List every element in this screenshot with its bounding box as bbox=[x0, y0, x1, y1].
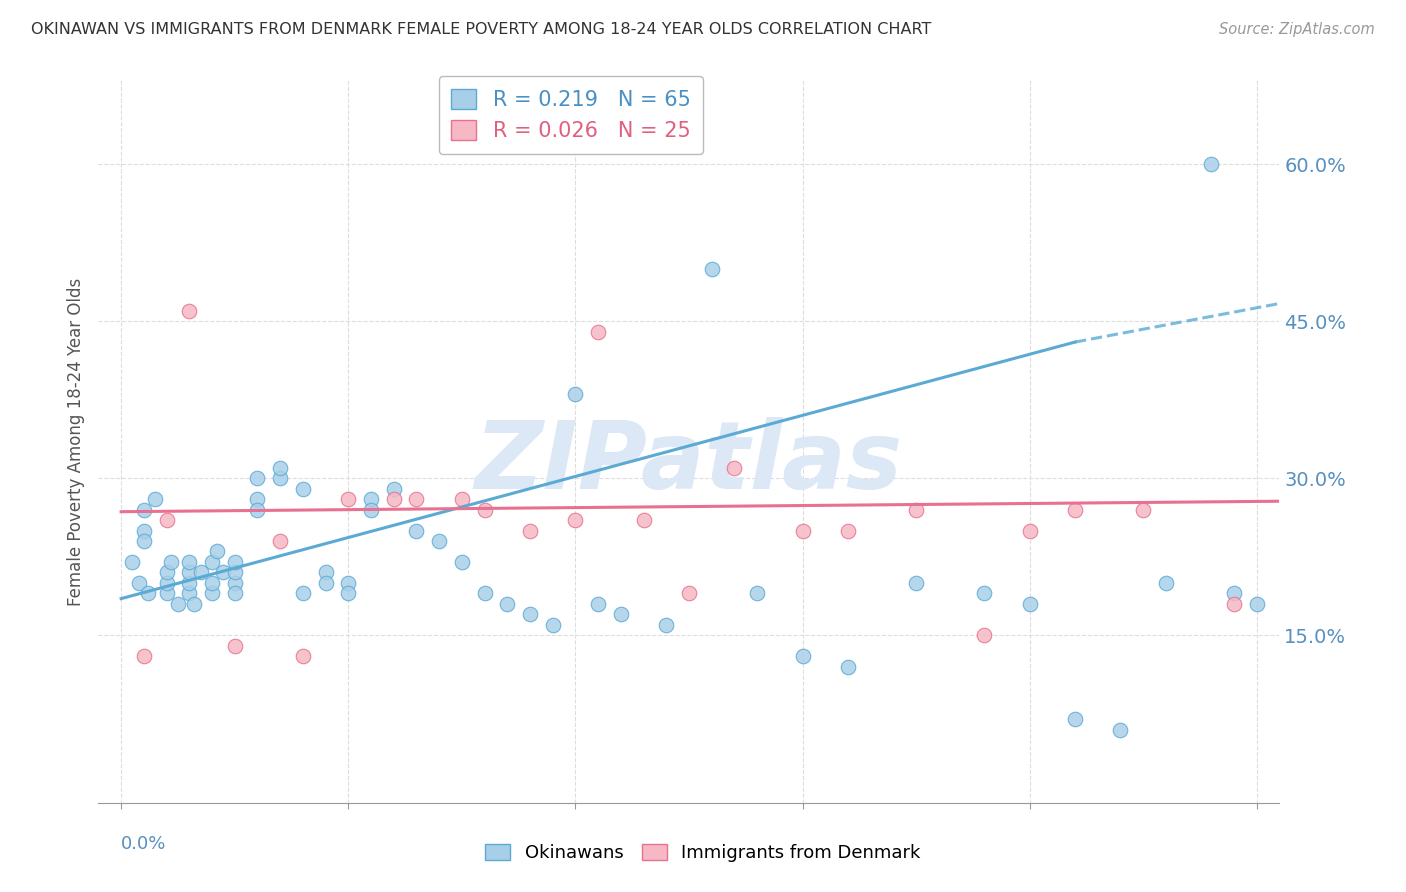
Point bbox=[190, 566, 212, 580]
Point bbox=[246, 502, 269, 516]
Point bbox=[519, 524, 541, 538]
Point bbox=[837, 524, 859, 538]
Point bbox=[973, 586, 995, 600]
Point bbox=[1109, 723, 1132, 737]
Point bbox=[1064, 712, 1087, 726]
Point bbox=[224, 639, 246, 653]
Point bbox=[678, 586, 700, 600]
Text: Source: ZipAtlas.com: Source: ZipAtlas.com bbox=[1219, 22, 1375, 37]
Point bbox=[291, 482, 314, 496]
Point bbox=[382, 492, 405, 507]
Point bbox=[269, 471, 291, 485]
Point bbox=[1154, 575, 1177, 590]
Point bbox=[973, 628, 995, 642]
Point bbox=[1018, 597, 1040, 611]
Point bbox=[179, 555, 201, 569]
Point bbox=[360, 502, 382, 516]
Text: ZIPatlas: ZIPatlas bbox=[475, 417, 903, 509]
Point bbox=[143, 492, 166, 507]
Point bbox=[610, 607, 633, 622]
Point bbox=[496, 597, 519, 611]
Point bbox=[201, 586, 224, 600]
Point bbox=[474, 502, 496, 516]
Point bbox=[224, 575, 246, 590]
Point bbox=[382, 482, 405, 496]
Point bbox=[337, 492, 360, 507]
Point bbox=[405, 524, 427, 538]
Point bbox=[315, 575, 337, 590]
Point bbox=[315, 566, 337, 580]
Point bbox=[224, 555, 246, 569]
Point bbox=[427, 534, 450, 549]
Point bbox=[201, 555, 224, 569]
Point bbox=[138, 586, 160, 600]
Legend: R = 0.219   N = 65, R = 0.026   N = 25: R = 0.219 N = 65, R = 0.026 N = 25 bbox=[439, 76, 703, 153]
Point bbox=[179, 575, 201, 590]
Point bbox=[1064, 502, 1087, 516]
Point bbox=[474, 586, 496, 600]
Point bbox=[132, 649, 155, 664]
Point bbox=[1018, 524, 1040, 538]
Point bbox=[155, 566, 177, 580]
Point bbox=[179, 566, 201, 580]
Point bbox=[246, 471, 269, 485]
Point bbox=[564, 387, 586, 401]
Point bbox=[586, 325, 609, 339]
Point bbox=[337, 575, 360, 590]
Point bbox=[905, 502, 928, 516]
Point bbox=[155, 586, 177, 600]
Point bbox=[405, 492, 427, 507]
Point bbox=[655, 617, 678, 632]
Text: OKINAWAN VS IMMIGRANTS FROM DENMARK FEMALE POVERTY AMONG 18-24 YEAR OLDS CORRELA: OKINAWAN VS IMMIGRANTS FROM DENMARK FEMA… bbox=[31, 22, 931, 37]
Point bbox=[564, 513, 586, 527]
Point bbox=[905, 575, 928, 590]
Point bbox=[212, 566, 235, 580]
Point bbox=[269, 534, 291, 549]
Point bbox=[291, 586, 314, 600]
Point bbox=[179, 303, 201, 318]
Point bbox=[360, 492, 382, 507]
Point bbox=[792, 649, 814, 664]
Point bbox=[155, 513, 177, 527]
Point bbox=[121, 555, 143, 569]
Point bbox=[745, 586, 768, 600]
Point bbox=[1201, 157, 1223, 171]
Point bbox=[179, 586, 201, 600]
Legend: Okinawans, Immigrants from Denmark: Okinawans, Immigrants from Denmark bbox=[478, 837, 928, 870]
Point bbox=[224, 566, 246, 580]
Point bbox=[633, 513, 655, 527]
Point bbox=[1132, 502, 1154, 516]
Point bbox=[160, 555, 183, 569]
Point bbox=[205, 544, 228, 558]
Point bbox=[837, 659, 859, 673]
Point bbox=[450, 492, 472, 507]
Point bbox=[167, 597, 190, 611]
Point bbox=[246, 492, 269, 507]
Point bbox=[201, 575, 224, 590]
Point bbox=[1223, 586, 1246, 600]
Point bbox=[291, 649, 314, 664]
Point bbox=[128, 575, 150, 590]
Point bbox=[723, 460, 745, 475]
Point bbox=[224, 586, 246, 600]
Point bbox=[132, 534, 155, 549]
Point bbox=[1246, 597, 1268, 611]
Point bbox=[183, 597, 205, 611]
Point bbox=[269, 460, 291, 475]
Point bbox=[155, 575, 177, 590]
Point bbox=[1223, 597, 1246, 611]
Point bbox=[132, 502, 155, 516]
Point bbox=[586, 597, 609, 611]
Point bbox=[519, 607, 541, 622]
Point bbox=[541, 617, 564, 632]
Point bbox=[337, 586, 360, 600]
Point bbox=[450, 555, 472, 569]
Point bbox=[132, 524, 155, 538]
Y-axis label: Female Poverty Among 18-24 Year Olds: Female Poverty Among 18-24 Year Olds bbox=[66, 277, 84, 606]
Text: 0.0%: 0.0% bbox=[121, 835, 166, 854]
Point bbox=[792, 524, 814, 538]
Point bbox=[700, 261, 723, 276]
